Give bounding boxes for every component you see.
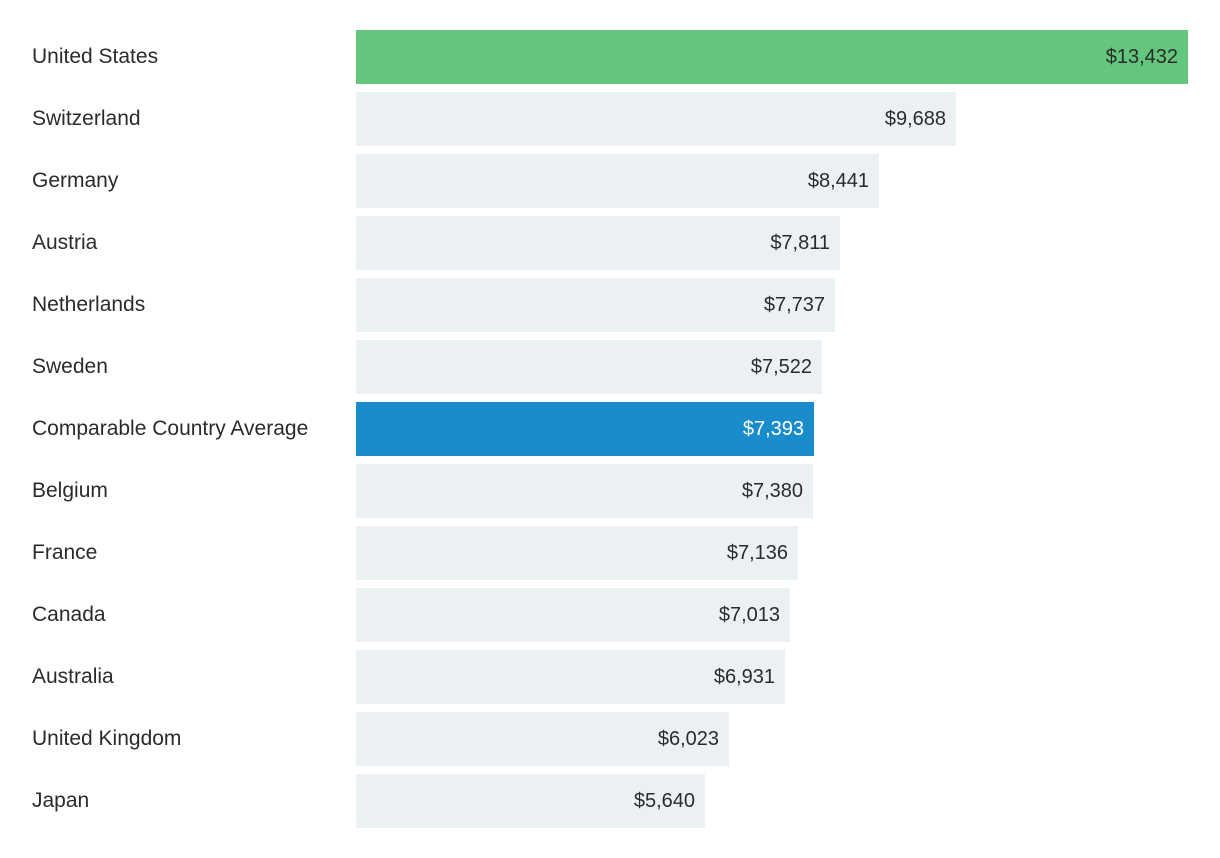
category-label: Germany [32,169,119,192]
category-label: Switzerland [32,107,141,130]
bar-row: United States $13,432 [0,30,1220,84]
value-label: $7,380 [741,480,803,502]
value-label: $6,023 [657,728,719,750]
bar-row: Canada $7,013 [0,588,1220,642]
category-label: Belgium [32,479,108,502]
bar-row: Netherlands $7,737 [0,278,1220,332]
bar: $7,811 [356,216,840,270]
bar: $7,522 [356,340,822,394]
bar: $6,023 [356,712,729,766]
category-label: Australia [32,665,114,688]
bar-row: France $7,136 [0,526,1220,580]
value-label: $7,136 [726,542,788,564]
bar: $7,380 [356,464,813,518]
category-label: Netherlands [32,293,146,316]
bar: $7,393 [356,402,814,456]
category-label: Canada [32,603,106,626]
bar: $8,441 [356,154,879,208]
bar-row: Comparable Country Average $7,393 [0,402,1220,456]
bar: $9,688 [356,92,956,146]
category-label: Comparable Country Average [32,417,309,440]
value-label: $7,811 [770,232,830,254]
value-label: $13,432 [1105,46,1178,68]
value-label: $5,640 [633,790,695,812]
bar: $7,136 [356,526,798,580]
bar: $7,737 [356,278,835,332]
bar-row: Germany $8,441 [0,154,1220,208]
value-label: $7,393 [742,418,804,440]
category-label: Sweden [32,355,108,378]
value-label: $7,013 [718,604,780,626]
bar: $7,013 [356,588,790,642]
value-label: $7,737 [763,294,825,316]
bar: $6,931 [356,650,785,704]
bar-row: Australia $6,931 [0,650,1220,704]
value-label: $8,441 [807,170,869,192]
bar: $13,432 [356,30,1188,84]
value-label: $6,931 [713,666,775,688]
bar-row: United Kingdom $6,023 [0,712,1220,766]
category-label: France [32,541,98,564]
bar-row: Belgium $7,380 [0,464,1220,518]
category-label: United Kingdom [32,727,182,750]
bar: $5,640 [356,774,705,828]
value-label: $7,522 [750,356,812,378]
category-label: Austria [32,231,98,254]
category-label: Japan [32,789,90,812]
value-label: $9,688 [884,108,946,130]
bar-row: Japan $5,640 [0,774,1220,828]
bar-row: Austria $7,811 [0,216,1220,270]
category-label: United States [32,45,159,68]
bar-row: Sweden $7,522 [0,340,1220,394]
bar-row: Switzerland $9,688 [0,92,1220,146]
